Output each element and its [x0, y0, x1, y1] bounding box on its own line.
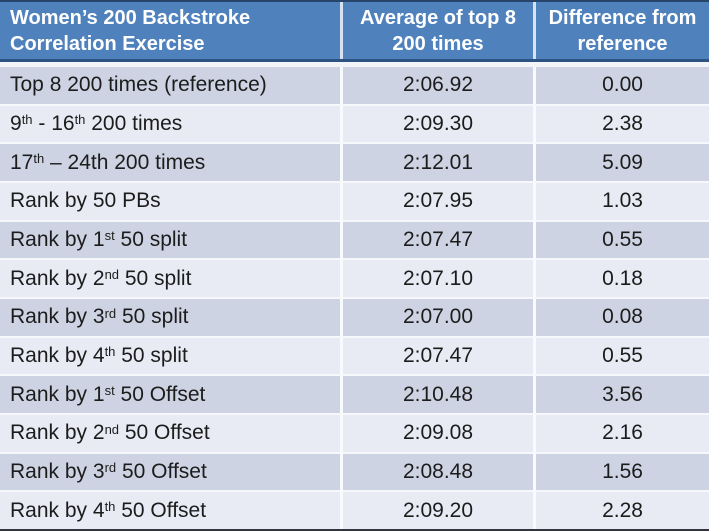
header-line: reference — [577, 32, 668, 55]
table-row: 17th – 24th 200 times 2:12.01 5.09 — [0, 142, 709, 182]
table-row: Rank by 2nd 50 split 2:07.10 0.18 — [0, 258, 709, 298]
header-line: Average of top 8 — [360, 6, 516, 29]
column-header-difference: Difference from reference — [533, 2, 709, 59]
difference-value: 2.16 — [533, 415, 709, 452]
average-time-value: 2:07.95 — [340, 183, 533, 220]
row-label: 9th - 16th 200 times — [10, 112, 183, 135]
row-label: Rank by 2nd 50 Offset — [10, 421, 210, 445]
difference-value: 3.56 — [533, 376, 709, 414]
table-row: Rank by 3rd 50 Offset 2:08.48 1.56 — [0, 451, 709, 491]
difference-value: 0.55 — [533, 337, 709, 375]
header-line: Correlation Exercise — [10, 32, 205, 55]
header-line: Difference from — [548, 6, 697, 29]
difference-value: 2.28 — [533, 492, 709, 529]
table-row: Rank by 2nd 50 Offset 2:09.08 2.16 — [0, 413, 709, 452]
table-row: Rank by 1st 50 split 2:07.47 0.55 — [0, 219, 709, 259]
column-header-average: Average of top 8 200 times — [340, 2, 533, 59]
header-line: Women’s 200 Backstroke — [10, 6, 251, 29]
average-time-value: 2:07.47 — [340, 221, 533, 259]
difference-value: 2.38 — [533, 105, 709, 143]
average-time-value: 2:10.48 — [340, 376, 533, 414]
header-divider — [0, 62, 709, 67]
table-row: Rank by 4th 50 split 2:07.47 0.55 — [0, 335, 709, 375]
table-row: 9th - 16th 200 times 2:09.30 2.38 — [0, 103, 709, 143]
difference-value: 5.09 — [533, 144, 709, 182]
average-time-value: 2:08.48 — [340, 453, 533, 491]
table-header-row: Women’s 200 Backstroke Correlation Exerc… — [0, 2, 709, 62]
row-label: Rank by 3rd 50 Offset — [10, 460, 207, 484]
difference-value: 0.55 — [533, 221, 709, 259]
average-time-value: 2:07.10 — [340, 260, 533, 298]
difference-value: 0.00 — [533, 67, 709, 104]
average-time-value: 2:12.01 — [340, 144, 533, 182]
row-label: Rank by 1st 50 split — [10, 228, 188, 252]
difference-value: 0.18 — [533, 260, 709, 298]
table-row: Rank by 1st 50 Offset 2:10.48 3.56 — [0, 374, 709, 414]
row-label: Rank by 2nd 50 split — [10, 266, 192, 290]
average-time-value: 2:07.00 — [340, 299, 533, 336]
row-label: Rank by 3rd 50 split — [10, 305, 189, 329]
average-time-value: 2:09.20 — [340, 492, 533, 529]
average-time-value: 2:09.08 — [340, 415, 533, 452]
table-row: Top 8 200 times (reference) 2:06.92 0.00 — [0, 67, 709, 104]
average-time-value: 2:09.30 — [340, 105, 533, 143]
row-label: Rank by 4th 50 Offset — [10, 498, 207, 522]
table-body: Top 8 200 times (reference) 2:06.92 0.00 9t… — [0, 67, 709, 529]
difference-value: 1.56 — [533, 453, 709, 491]
row-label: 17th – 24th 200 times — [10, 150, 206, 174]
average-time-value: 2:06.92 — [340, 67, 533, 104]
average-time-value: 2:07.47 — [340, 337, 533, 375]
table-row: Rank by 50 PBs 2:07.95 1.03 — [0, 181, 709, 220]
difference-value: 1.03 — [533, 183, 709, 220]
row-label: Rank by 4th 50 split — [10, 344, 188, 368]
difference-value: 0.08 — [533, 299, 709, 336]
row-label: Rank by 1st 50 Offset — [10, 382, 206, 406]
table-row: Rank by 3rd 50 split 2:07.00 0.08 — [0, 297, 709, 336]
row-label: Top 8 200 times (reference) — [10, 73, 267, 97]
table-row: Rank by 4th 50 Offset 2:09.20 2.28 — [0, 490, 709, 529]
column-header-exercise: Women’s 200 Backstroke Correlation Exerc… — [0, 2, 340, 59]
row-label: Rank by 50 PBs — [10, 189, 161, 213]
header-line: 200 times — [392, 32, 484, 55]
